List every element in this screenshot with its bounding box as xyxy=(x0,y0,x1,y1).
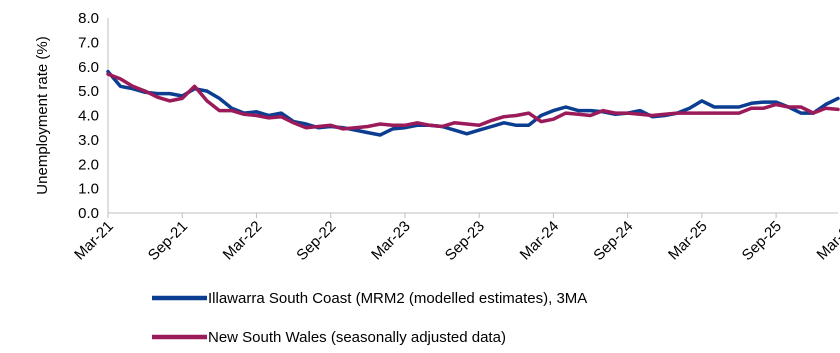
x-tick-label: Mar-23 xyxy=(368,218,414,264)
y-tick-label: 2.0 xyxy=(78,156,99,173)
y-tick-label: 7.0 xyxy=(78,34,99,51)
x-tick-label: Mar-22 xyxy=(220,218,266,264)
y-tick-label: 4.0 xyxy=(78,108,99,125)
x-tick-label: Sep-23 xyxy=(442,218,488,264)
y-tick-label: 5.0 xyxy=(78,83,99,100)
y-axis-label: Unemployment rate (%) xyxy=(34,36,51,194)
x-tick-label: Sep-24 xyxy=(590,218,636,264)
x-tick-label: Sep-22 xyxy=(293,218,339,264)
x-tick-label: Mar-24 xyxy=(517,218,563,264)
legend-label-1: Illawarra South Coast (MRM2 (modelled es… xyxy=(208,290,587,307)
legend-label-2: New South Wales (seasonally adjusted dat… xyxy=(208,329,506,346)
y-axis: 0.0 1.0 2.0 3.0 4.0 5.0 6.0 7.0 8.0 xyxy=(78,10,109,222)
y-tick-label: 3.0 xyxy=(78,132,99,149)
y-tick-label: 8.0 xyxy=(78,10,99,27)
y-tick-label: 1.0 xyxy=(78,181,99,198)
x-tick-label: Mar-21 xyxy=(71,218,117,264)
x-tick-label: Mar-25 xyxy=(665,218,711,264)
y-tick-label: 0.0 xyxy=(78,205,99,222)
x-tick-label: Sep-21 xyxy=(145,218,191,264)
series-line-2 xyxy=(106,72,840,131)
x-axis: Mar-21 Sep-21 Mar-22 Sep-22 Mar-23 Sep-23 Mar-… xyxy=(71,212,840,264)
x-tick-label: Sep-25 xyxy=(739,218,785,264)
legend: Illawarra South Coast (MRM2 (modelled es… xyxy=(152,290,587,346)
series-line-1 xyxy=(106,69,840,137)
series-lines xyxy=(106,69,840,137)
x-tick-label: Mar-26 xyxy=(814,218,840,264)
y-tick-label: 6.0 xyxy=(78,59,99,76)
